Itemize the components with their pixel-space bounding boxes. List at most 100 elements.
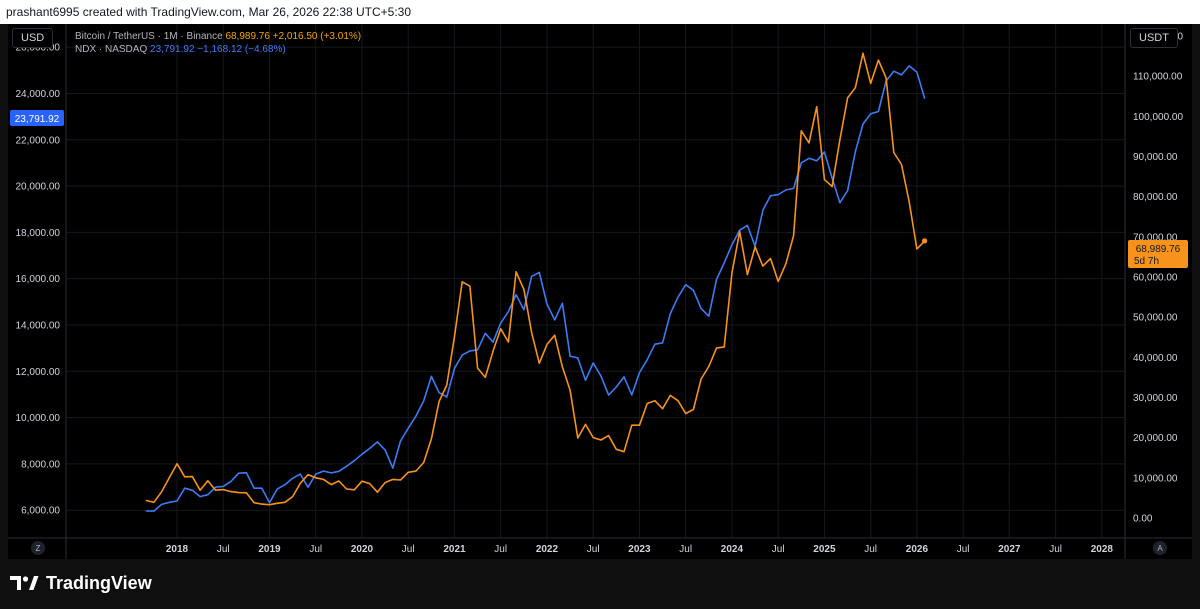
btc-point [839, 139, 841, 141]
ndx-point [739, 229, 741, 231]
ndx-price-badge: 23,791.92 [10, 110, 64, 126]
ndx-point [376, 441, 378, 443]
btc-point [384, 482, 386, 484]
ndx-point [577, 357, 579, 359]
btc-point [268, 504, 271, 506]
btc-point [145, 499, 147, 502]
ndx-point [276, 488, 278, 490]
left-axis-tick-label: 6,000.00 [21, 506, 60, 517]
ndx-point [430, 375, 432, 377]
ndx-point [816, 160, 818, 162]
ndx-point [399, 440, 402, 442]
log-scale-toggle[interactable]: Z [31, 541, 45, 555]
right-axis-tick-label: 60,000.00 [1133, 272, 1178, 283]
btc-point [184, 476, 186, 478]
btc-point [222, 489, 224, 491]
time-axis-tick-label: Jul [402, 544, 415, 555]
ndx-point [638, 371, 641, 374]
btc-point [708, 365, 710, 368]
ndx-point [592, 362, 594, 364]
ndx-point [531, 275, 533, 277]
left-axis-tick-label: 14,000.00 [16, 320, 61, 331]
btc-point [346, 488, 348, 490]
ndx-point [662, 342, 664, 344]
grid-lines [66, 24, 1125, 538]
ndx-point [176, 500, 178, 502]
ndx-point [908, 65, 910, 67]
ndx-point [808, 157, 810, 159]
btc-point [746, 274, 749, 276]
right-axis-tick-label: 10,000.00 [1133, 473, 1178, 484]
legend-ndx[interactable]: NDX · NASDAQ 23,791.92 −1,168.12 (−4.68%… [75, 43, 361, 56]
ndx-point [307, 486, 309, 488]
ndx-point [777, 194, 779, 196]
btc-point [407, 471, 409, 473]
time-axis-tick-label: Jul [679, 544, 692, 555]
btc-point [769, 257, 772, 260]
ndx-point [253, 487, 255, 489]
btc-point [276, 502, 278, 504]
btc-point [307, 474, 309, 476]
attribution-header: prashant6995 created with TradingView.co… [0, 0, 1200, 24]
btc-point [831, 186, 833, 188]
btc-point [299, 482, 301, 484]
ndx-point [538, 271, 540, 273]
time-axis-tick-label: Jul [1049, 544, 1062, 555]
ndx-point [469, 350, 471, 352]
btc-point [153, 501, 155, 503]
time-axis-tick-label: 2022 [536, 544, 559, 555]
time-axis-tick-label: 2028 [1091, 544, 1114, 555]
ndx-point [692, 289, 695, 291]
ndx-point [916, 71, 918, 73]
ndx-point [261, 487, 263, 489]
auto-scale-toggle[interactable]: A [1153, 541, 1167, 555]
right-axis-tick-label: 100,000.00 [1133, 112, 1183, 123]
left-axis-tick-label: 8,000.00 [21, 459, 60, 470]
ndx-point [145, 510, 147, 512]
left-axis-tick-label: 24,000.00 [16, 89, 61, 100]
ndx-point [153, 510, 155, 512]
ndx-point [854, 151, 856, 153]
chart-frame[interactable] [8, 24, 1192, 559]
right-axis-currency[interactable]: USDT [1130, 28, 1178, 48]
ndx-point [338, 470, 340, 472]
ndx-point [199, 496, 201, 498]
ndx-point [238, 472, 240, 474]
btc-point [531, 331, 533, 333]
right-axis-tick-label: 0.00 [1133, 513, 1153, 524]
btc-point [608, 435, 610, 437]
btc-point [700, 378, 702, 380]
ndx-point [608, 394, 610, 396]
series-layer [145, 52, 928, 512]
btc-price-badge-text: 68,989.76 [1136, 244, 1181, 255]
tradingview-logo[interactable]: TradingView [10, 571, 152, 595]
ndx-point [823, 151, 826, 153]
time-axis-tick-label: 2025 [813, 544, 836, 555]
ndx-point [654, 343, 656, 345]
right-axis-tick-label: 50,000.00 [1133, 313, 1178, 324]
ndx-price-badge-text: 23,791.92 [15, 114, 60, 125]
btc-point [253, 502, 255, 504]
ndx-point [268, 502, 271, 504]
left-axis-tick-label: 26,000.00 [16, 43, 61, 54]
ndx-point [453, 367, 456, 369]
ndx-point [292, 477, 294, 479]
ndx-point [161, 503, 163, 505]
btc-line[interactable] [146, 52, 926, 506]
btc-point [615, 448, 617, 450]
btc-point [662, 408, 664, 410]
time-axis-tick-label: Jul [587, 544, 600, 555]
left-axis-ticks: 6,000.00 8,000.00 10,000.00 12,000.00 14,000… [16, 43, 61, 517]
ndx-point [477, 349, 479, 351]
ndx-point [492, 341, 494, 343]
btc-point [261, 503, 263, 505]
btc-point [870, 82, 872, 84]
ndx-line[interactable] [146, 65, 926, 512]
btc-point [638, 424, 641, 426]
btc-point [816, 106, 818, 108]
legend-btc[interactable]: Bitcoin / TetherUS · 1M · Binance 68,989… [75, 30, 361, 43]
right-axis-tick-label: 40,000.00 [1133, 353, 1178, 364]
ndx-point [715, 279, 718, 281]
left-axis-currency[interactable]: USD [12, 28, 54, 48]
